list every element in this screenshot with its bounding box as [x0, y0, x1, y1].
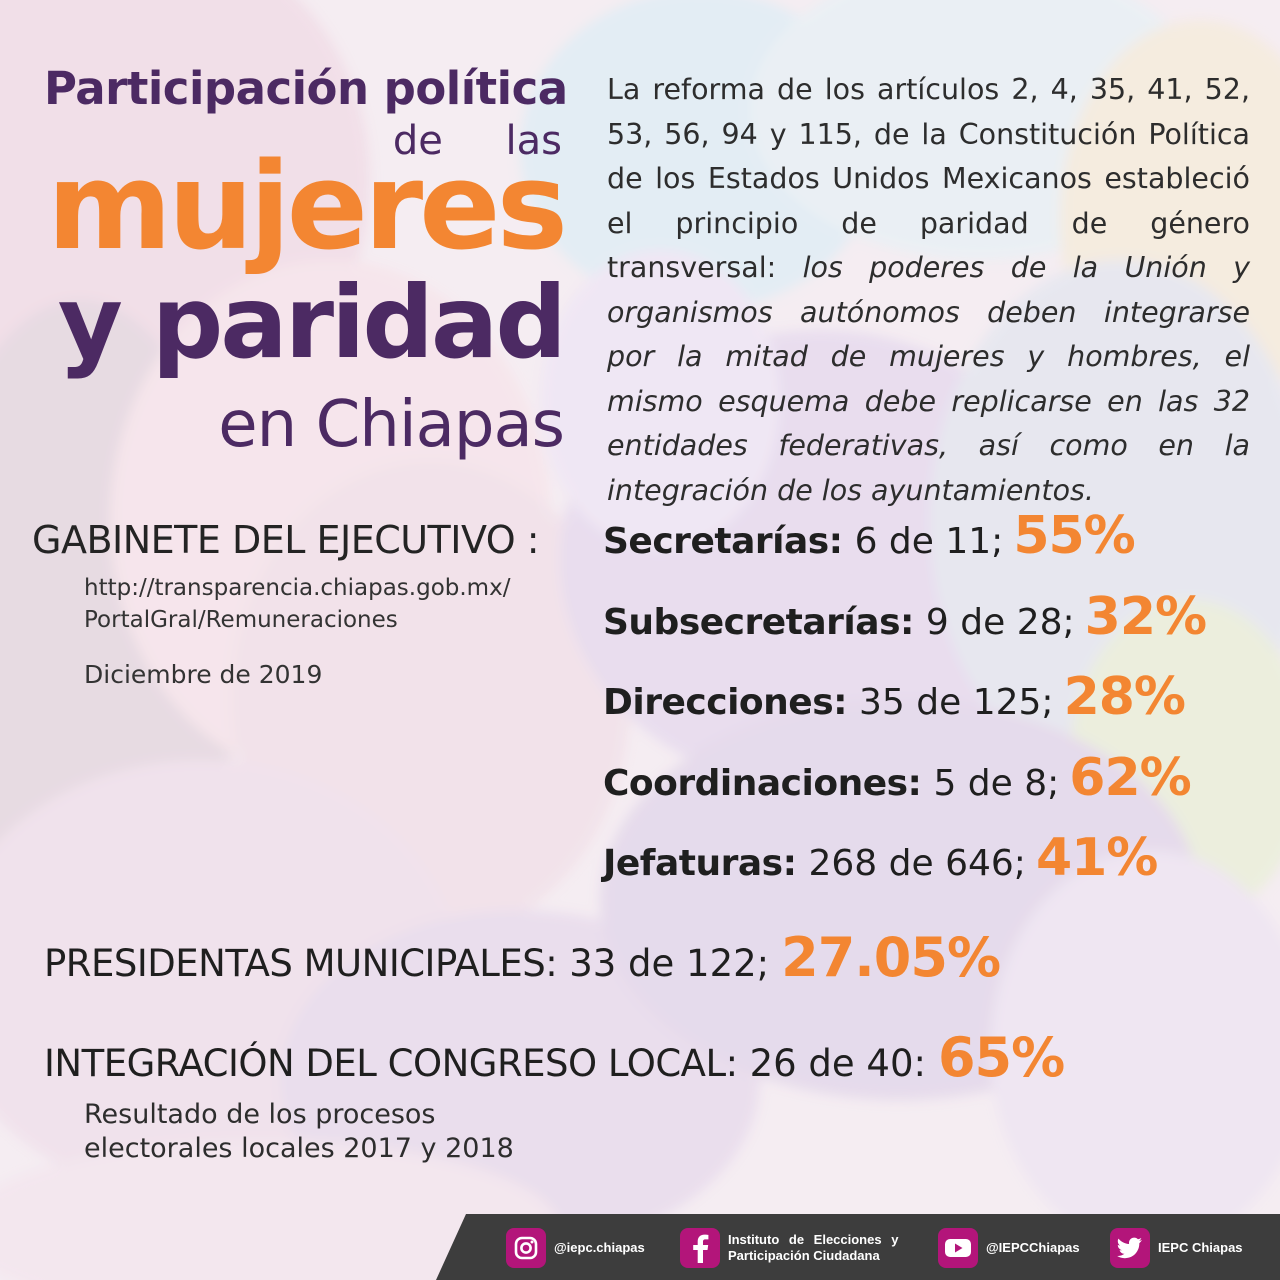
youtube-handle: @IEPCChiapas [986, 1240, 1080, 1255]
stat-label: Jefaturas: [603, 843, 797, 884]
stats-list: Secretarías: 6 de 11; 55% Subsecretarías… [603, 506, 1263, 909]
gabinete-date: Diciembre de 2019 [84, 660, 323, 689]
twitter-handle: IEPC Chiapas [1158, 1240, 1243, 1255]
intro-paragraph: La reforma de los artículos 2, 4, 35, 41… [607, 68, 1250, 513]
url-line-1: http://transparencia.chiapas.gob.mx/ [84, 575, 511, 601]
stat-value: 6 de 11; [854, 521, 1004, 562]
presidentas-label: PRESIDENTAS MUNICIPALES: [44, 942, 558, 985]
facebook-page-name: Instituto de Elecciones y Participación … [728, 1232, 898, 1264]
stat-label: Direcciones: [603, 682, 848, 723]
instagram-handle: @iepc.chiapas [554, 1240, 645, 1255]
gabinete-heading: GABINETE DEL EJECUTIVO : [32, 518, 540, 562]
twitter-link[interactable]: IEPC Chiapas [1110, 1228, 1243, 1268]
stat-value: 5 de 8; [933, 762, 1060, 804]
source-note: Resultado de los procesos electorales lo… [84, 1098, 514, 1166]
facebook-icon [680, 1228, 720, 1268]
stat-value: 35 de 125; [859, 682, 1054, 723]
facebook-line-2: Participación Ciudadana [728, 1248, 880, 1263]
stat-secretarias: Secretarías: 6 de 11; 55% [603, 506, 1263, 587]
stat-label: Secretarías: [603, 521, 843, 562]
congreso-percent: 65% [937, 1026, 1065, 1089]
stat-percent: 28% [1063, 667, 1186, 727]
stat-label: Subsecretarías: [603, 601, 914, 643]
stat-coordinaciones: Coordinaciones: 5 de 8; 62% [603, 748, 1263, 829]
note-line-2: electorales locales 2017 y 2018 [84, 1133, 514, 1164]
congreso-label: INTEGRACIÓN DEL CONGRESO LOCAL: [44, 1042, 738, 1085]
intro-italic-text: los poderes de la Unión y organismos aut… [607, 251, 1251, 507]
note-line-1: Resultado de los procesos [84, 1099, 436, 1130]
stat-percent: 55% [1013, 506, 1135, 566]
stat-percent: 62% [1069, 747, 1191, 808]
title-line-5: en Chiapas [218, 388, 565, 462]
title-line-4: y paridad [57, 264, 567, 381]
stat-direcciones: Direcciones: 35 de 125; 28% [603, 667, 1263, 748]
stat-percent: 41% [1035, 828, 1158, 888]
title-line-1: Participación política [44, 62, 568, 115]
stat-value: 9 de 28; [925, 601, 1075, 643]
instagram-link[interactable]: @iepc.chiapas [506, 1228, 645, 1268]
youtube-icon [938, 1228, 978, 1268]
stat-subsecretarias: Subsecretarías: 9 de 28; 32% [603, 587, 1263, 668]
stat-percent: 32% [1084, 586, 1207, 647]
presidentas-municipales: PRESIDENTAS MUNICIPALES: 33 de 122; 27.0… [44, 926, 1001, 989]
facebook-line-1: Instituto de Elecciones y [728, 1232, 899, 1247]
presidentas-value: 33 de 122; [569, 942, 770, 985]
gabinete-source-url: http://transparencia.chiapas.gob.mx/ Por… [84, 572, 510, 636]
congreso-value: 26 de 40: [749, 1042, 926, 1085]
stat-jefaturas: Jefaturas: 268 de 646; 41% [603, 828, 1263, 909]
presidentas-percent: 27.05% [781, 926, 1001, 989]
title-line-2: de las [392, 118, 562, 164]
instagram-icon [506, 1228, 546, 1268]
youtube-link[interactable]: @IEPCChiapas [938, 1228, 1080, 1268]
social-footer: @iepc.chiapas Instituto de Elecciones y … [436, 1214, 1280, 1280]
facebook-link[interactable]: Instituto de Elecciones y Participación … [680, 1228, 898, 1268]
stat-value: 268 de 646; [808, 843, 1026, 884]
url-line-2: PortalGral/Remuneraciones [84, 607, 398, 633]
stat-label: Coordinaciones: [603, 762, 922, 804]
title-line-3: mujeres [47, 138, 568, 277]
footer-band [436, 1214, 1280, 1280]
twitter-icon [1110, 1228, 1150, 1268]
congreso-local: INTEGRACIÓN DEL CONGRESO LOCAL: 26 de 40… [44, 1026, 1065, 1089]
intro-regular-text: La reforma de los artículos 2, 4, 35, 41… [607, 73, 1250, 284]
